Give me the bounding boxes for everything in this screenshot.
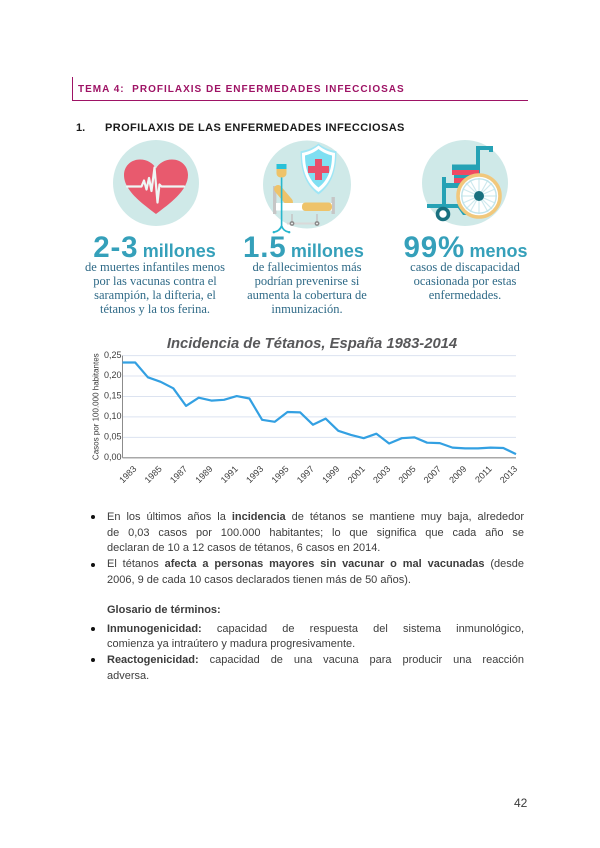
svg-text:1993: 1993 [244,464,265,485]
svg-text:0,10: 0,10 [104,411,122,421]
svg-text:2001: 2001 [346,464,367,485]
svg-text:1985: 1985 [143,464,164,485]
svg-text:1991: 1991 [219,464,240,485]
svg-text:2013: 2013 [498,464,519,485]
svg-text:0,05: 0,05 [104,432,122,442]
svg-text:0,15: 0,15 [104,391,122,401]
svg-text:0,00: 0,00 [104,452,122,462]
svg-text:1987: 1987 [168,464,189,485]
svg-text:Casos por 100.000 habitantes: Casos por 100.000 habitantes [92,353,101,460]
svg-text:2009: 2009 [447,464,468,485]
svg-text:1983: 1983 [117,464,138,485]
svg-text:0,25: 0,25 [104,350,122,360]
svg-text:1997: 1997 [295,464,316,485]
svg-text:2005: 2005 [396,464,417,485]
svg-text:0,20: 0,20 [104,370,122,380]
svg-text:2003: 2003 [371,464,392,485]
svg-text:2007: 2007 [422,464,443,485]
svg-text:2011: 2011 [473,464,494,485]
svg-text:1989: 1989 [193,464,214,485]
svg-text:1995: 1995 [269,464,290,485]
svg-text:1999: 1999 [320,464,341,485]
